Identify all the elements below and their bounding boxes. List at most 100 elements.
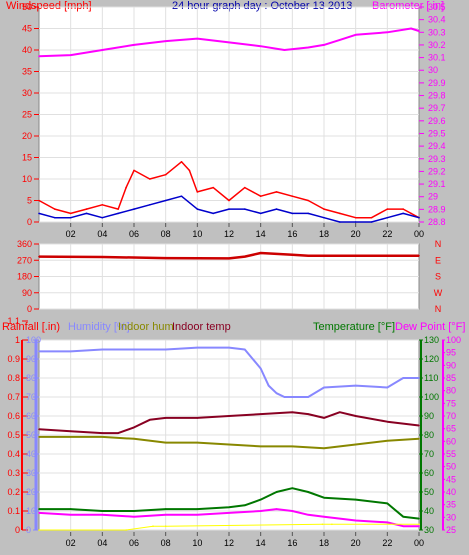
legend-humidity: Humidity [%] xyxy=(68,321,130,333)
data-point xyxy=(101,436,104,438)
baro-tick-label: 29.8 xyxy=(428,91,446,101)
data-point xyxy=(354,34,357,36)
dewpoint-tick-label: 50 xyxy=(446,462,456,472)
x-tick-label: 18 xyxy=(319,538,329,548)
data-point xyxy=(180,195,183,197)
data-point xyxy=(291,195,294,197)
data-point xyxy=(402,515,404,518)
rain-tick-label: 0 xyxy=(15,525,20,535)
rain-tick-label: 0.7 xyxy=(7,392,20,402)
data-point xyxy=(307,491,309,493)
data-point xyxy=(331,523,333,526)
baro-tick-label: 29.7 xyxy=(428,103,446,113)
data-point xyxy=(354,221,357,223)
data-point xyxy=(244,208,246,210)
rain-tick-label: 0.6 xyxy=(7,411,20,421)
x-tick-label: 00 xyxy=(414,538,424,548)
data-point xyxy=(259,510,262,512)
x-tick-label: 08 xyxy=(161,229,171,239)
dewpoint-tick-label: 55 xyxy=(446,449,456,459)
data-point xyxy=(418,254,420,257)
data-point xyxy=(212,212,214,215)
x-tick-label: 10 xyxy=(192,538,202,548)
x-tick-label: 14 xyxy=(256,229,266,239)
data-point xyxy=(323,515,325,518)
wind-tick-label: 40 xyxy=(22,45,32,55)
baro-tick-label: 28.8 xyxy=(428,217,446,227)
temperature-tick-label: 110 xyxy=(424,373,438,383)
wind-tick-label: 35 xyxy=(22,67,32,77)
data-point xyxy=(386,439,389,442)
data-point xyxy=(69,54,72,56)
data-point xyxy=(323,254,325,257)
data-point xyxy=(259,195,262,197)
wind-tick-label: 25 xyxy=(22,110,32,120)
data-point xyxy=(370,216,373,219)
temperature-tick-label: 130 xyxy=(424,335,439,345)
humidity-tick-label: 0 xyxy=(26,525,31,535)
data-point xyxy=(164,40,167,42)
data-point xyxy=(339,39,341,41)
data-point xyxy=(38,529,40,531)
data-point xyxy=(323,44,325,46)
compass-label-label: E xyxy=(435,255,441,265)
data-point xyxy=(386,31,389,34)
wind-tick-label: 0 xyxy=(27,217,32,227)
temperature-tick-label: 120 xyxy=(424,354,439,364)
x-tick-label: 14 xyxy=(256,538,266,548)
data-point xyxy=(418,517,420,520)
data-point xyxy=(307,396,309,398)
data-point xyxy=(196,508,199,510)
data-point xyxy=(188,169,191,172)
data-point xyxy=(291,254,294,256)
data-point xyxy=(339,212,341,215)
data-point xyxy=(101,49,104,51)
data-point xyxy=(386,216,389,219)
data-point xyxy=(196,441,199,444)
temperature-tick-label: 70 xyxy=(424,449,434,459)
data-point xyxy=(164,257,167,259)
x-tick-label: 10 xyxy=(192,229,202,239)
data-point xyxy=(275,208,278,210)
data-point xyxy=(410,212,412,215)
wind-barometer-panel: Windspeed [mph] 24 hour graph day : Octo… xyxy=(6,0,446,239)
direction-tick-label: 180 xyxy=(17,272,32,282)
dewpoint-tick-label: 40 xyxy=(446,487,456,497)
data-point xyxy=(259,445,262,448)
data-point xyxy=(133,169,135,172)
data-point xyxy=(38,255,40,258)
data-point xyxy=(354,498,357,501)
direction-tick-label: 90 xyxy=(22,288,32,298)
baro-tick-label: 30 xyxy=(428,65,438,75)
data-point xyxy=(402,212,404,215)
data-point xyxy=(133,44,135,46)
data-point xyxy=(38,55,40,58)
data-point xyxy=(244,504,246,507)
data-point xyxy=(228,41,230,44)
humidity-tick-label: 10 xyxy=(26,506,36,516)
data-point xyxy=(38,428,40,431)
data-point xyxy=(117,432,119,434)
rain-tick-label: 0.8 xyxy=(7,373,20,383)
baro-tick-label: 30.2 xyxy=(428,40,446,50)
humidity-tick-label: 80 xyxy=(26,373,36,383)
data-point xyxy=(370,221,373,223)
data-point xyxy=(164,514,167,516)
compass-label-label: W xyxy=(434,288,443,298)
temperature-tick-label: 80 xyxy=(424,430,434,440)
data-point xyxy=(244,186,246,189)
data-point xyxy=(38,436,40,438)
data-point xyxy=(339,411,341,414)
data-point xyxy=(164,525,167,527)
data-point xyxy=(291,487,294,490)
humidity-tick-label: 40 xyxy=(26,449,36,459)
baro-tick-label: 29.1 xyxy=(428,179,446,189)
data-point xyxy=(69,436,72,438)
humidity-tick-label: 20 xyxy=(26,487,36,497)
x-tick-label: 04 xyxy=(97,538,107,548)
data-point xyxy=(69,508,72,510)
data-point xyxy=(228,257,230,260)
legend-temperature: Temperature [°F] xyxy=(313,321,395,333)
temperature-tick-label: 60 xyxy=(424,468,434,478)
rain-tick-label: 0.2 xyxy=(7,487,20,497)
